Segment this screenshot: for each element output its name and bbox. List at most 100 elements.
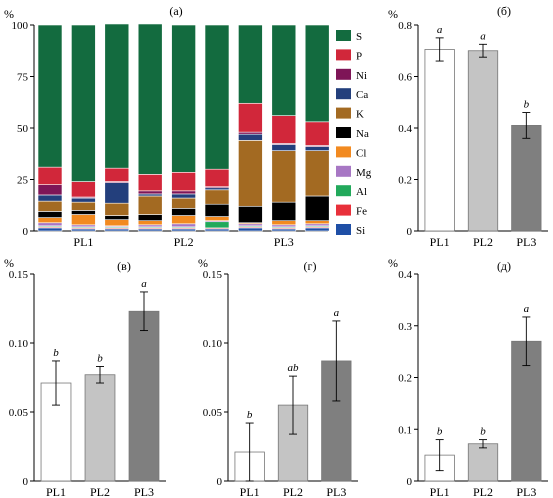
stack-segment-s	[204, 24, 230, 170]
stack-segment-s	[104, 23, 130, 169]
panel-d: 0 0.1 0.2 0.3 0.4% (д) b PL1 b PL2 a PL3	[388, 256, 548, 498]
stack-segment-p	[104, 167, 130, 182]
legend-swatch-ni	[336, 68, 351, 80]
bar	[467, 50, 499, 232]
significance-letter: b	[247, 409, 253, 421]
stack-segment-cl	[171, 215, 196, 225]
significance-letter: a	[437, 24, 443, 36]
y-axis-unit: %	[4, 256, 14, 270]
stack-segment-s	[137, 23, 163, 175]
bar	[467, 443, 499, 482]
stack-segment-na	[204, 203, 230, 217]
significance-letter: a	[524, 303, 530, 315]
x-tick-label: PL3	[516, 485, 536, 498]
significance-letter: a	[334, 307, 340, 319]
panel-label: (a)	[169, 4, 182, 18]
bar	[84, 374, 116, 482]
legend-label: Al	[356, 186, 367, 198]
stack-segment-p	[238, 102, 263, 133]
bar	[424, 49, 455, 232]
stack-segment-ni	[37, 184, 63, 196]
stack-segment-ca	[104, 182, 130, 204]
significance-letter: ab	[288, 362, 300, 374]
stack-segment-k	[238, 140, 263, 207]
stack-segment-ni	[238, 131, 263, 135]
stack-segment-k	[304, 150, 330, 197]
stack-segment-k	[37, 200, 63, 212]
stack-segment-na	[304, 195, 330, 221]
stack-segment-cl	[271, 220, 297, 226]
stack-segment-ca	[137, 193, 163, 197]
y-tick-label: 0.15	[9, 269, 29, 281]
significance-letter: b	[480, 426, 486, 438]
stack-segment-ca	[238, 133, 263, 141]
stack-segment-cl	[204, 216, 230, 222]
bar	[511, 125, 542, 232]
y-tick-label: 0.1	[398, 424, 412, 436]
stack-segment-p	[171, 171, 196, 192]
stack-segment-ni	[137, 190, 163, 195]
legend-label: Fe	[356, 206, 367, 218]
stack-segment-cl	[304, 220, 330, 225]
stack-segment-mg	[37, 222, 63, 227]
y-tick-label: 0	[407, 476, 413, 488]
stack-segment-cl	[37, 217, 63, 224]
stack-segment-p	[304, 121, 330, 146]
x-tick-label: PL2	[90, 485, 110, 498]
y-tick-label: 0	[23, 476, 29, 488]
stack-segment-s	[238, 24, 263, 104]
y-tick-label: 0.05	[203, 407, 223, 419]
legend-label: S	[356, 31, 362, 43]
legend-swatch-mg	[336, 165, 351, 177]
panel-a: 0 25 50 75 100% (a) PL1 PL2 PL3 SP Ni Ca K Na Cl Mg Al Fe…	[4, 4, 372, 249]
stack-segment-cl	[71, 214, 96, 226]
y-tick-label: 0.2	[398, 373, 412, 385]
y-axis-unit: %	[4, 7, 14, 21]
bar	[128, 310, 160, 482]
significance-letter: b	[437, 426, 443, 438]
x-tick-label: PL2	[283, 485, 303, 498]
legend-label: K	[356, 109, 364, 121]
y-tick-label: 50	[17, 123, 29, 135]
legend-swatch-na	[336, 127, 351, 138]
x-tick-label: PL2	[174, 235, 194, 249]
y-tick-label: 100	[12, 20, 29, 32]
stack-segment-na	[104, 215, 130, 220]
x-tick-label: PL2	[473, 485, 493, 498]
x-tick-label: PL2	[473, 235, 493, 249]
stack-segment-k	[137, 195, 163, 215]
x-tick-label: PL3	[516, 235, 536, 249]
y-tick-label: 0.15	[203, 269, 223, 281]
legend-swatch-fe	[336, 204, 351, 216]
y-tick-label: 0.4	[398, 269, 412, 281]
y-tick-label: 0	[217, 476, 223, 488]
stack-segment-ca	[271, 144, 297, 151]
x-tick-label: PL1	[430, 235, 450, 249]
stack-segment-ca	[204, 187, 230, 191]
stack-segment-s	[171, 24, 196, 173]
stack-segment-si	[304, 227, 330, 232]
stack-segment-na	[37, 211, 63, 218]
legend-swatch-cl	[336, 146, 351, 158]
stack-segment-mg	[271, 224, 297, 228]
legend-label: Ni	[356, 70, 367, 82]
stack-segment-s	[271, 24, 297, 116]
stack-segment-p	[71, 181, 96, 198]
stack-segment-ni	[171, 190, 196, 195]
legend-label: Si	[356, 225, 365, 237]
significance-letter: b	[97, 352, 103, 364]
stack-segment-mg	[71, 224, 96, 228]
stack-segment-si	[204, 228, 230, 232]
stack-segment-si	[137, 228, 163, 232]
stack-segment-na	[238, 205, 263, 224]
legend-label: Cl	[356, 147, 366, 159]
stack-segment-ca	[304, 146, 330, 151]
legend-swatch-k	[336, 107, 351, 119]
y-tick-label: 0	[23, 226, 29, 238]
stack-segment-na	[137, 214, 163, 222]
stack-segment-p	[137, 174, 163, 192]
stack-segment-mg	[137, 224, 163, 228]
stack-segment-k	[71, 201, 96, 211]
stack-segment-si	[271, 228, 297, 232]
